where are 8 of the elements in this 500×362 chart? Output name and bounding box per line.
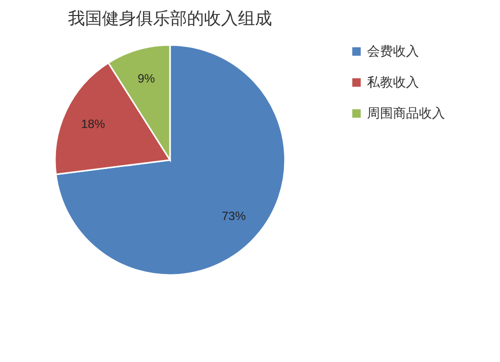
pie-slice <box>55 44 286 276</box>
data-label: 73% <box>222 209 246 224</box>
legend-label: 会费收入 <box>367 44 419 58</box>
data-label: 9% <box>138 71 156 86</box>
data-label: 18% <box>81 116 106 131</box>
legend-label: 私教收入 <box>367 74 419 90</box>
chart-title: 我国健身俱乐部的收入组成 <box>68 9 272 28</box>
legend-label: 周围商品收入 <box>367 106 445 120</box>
